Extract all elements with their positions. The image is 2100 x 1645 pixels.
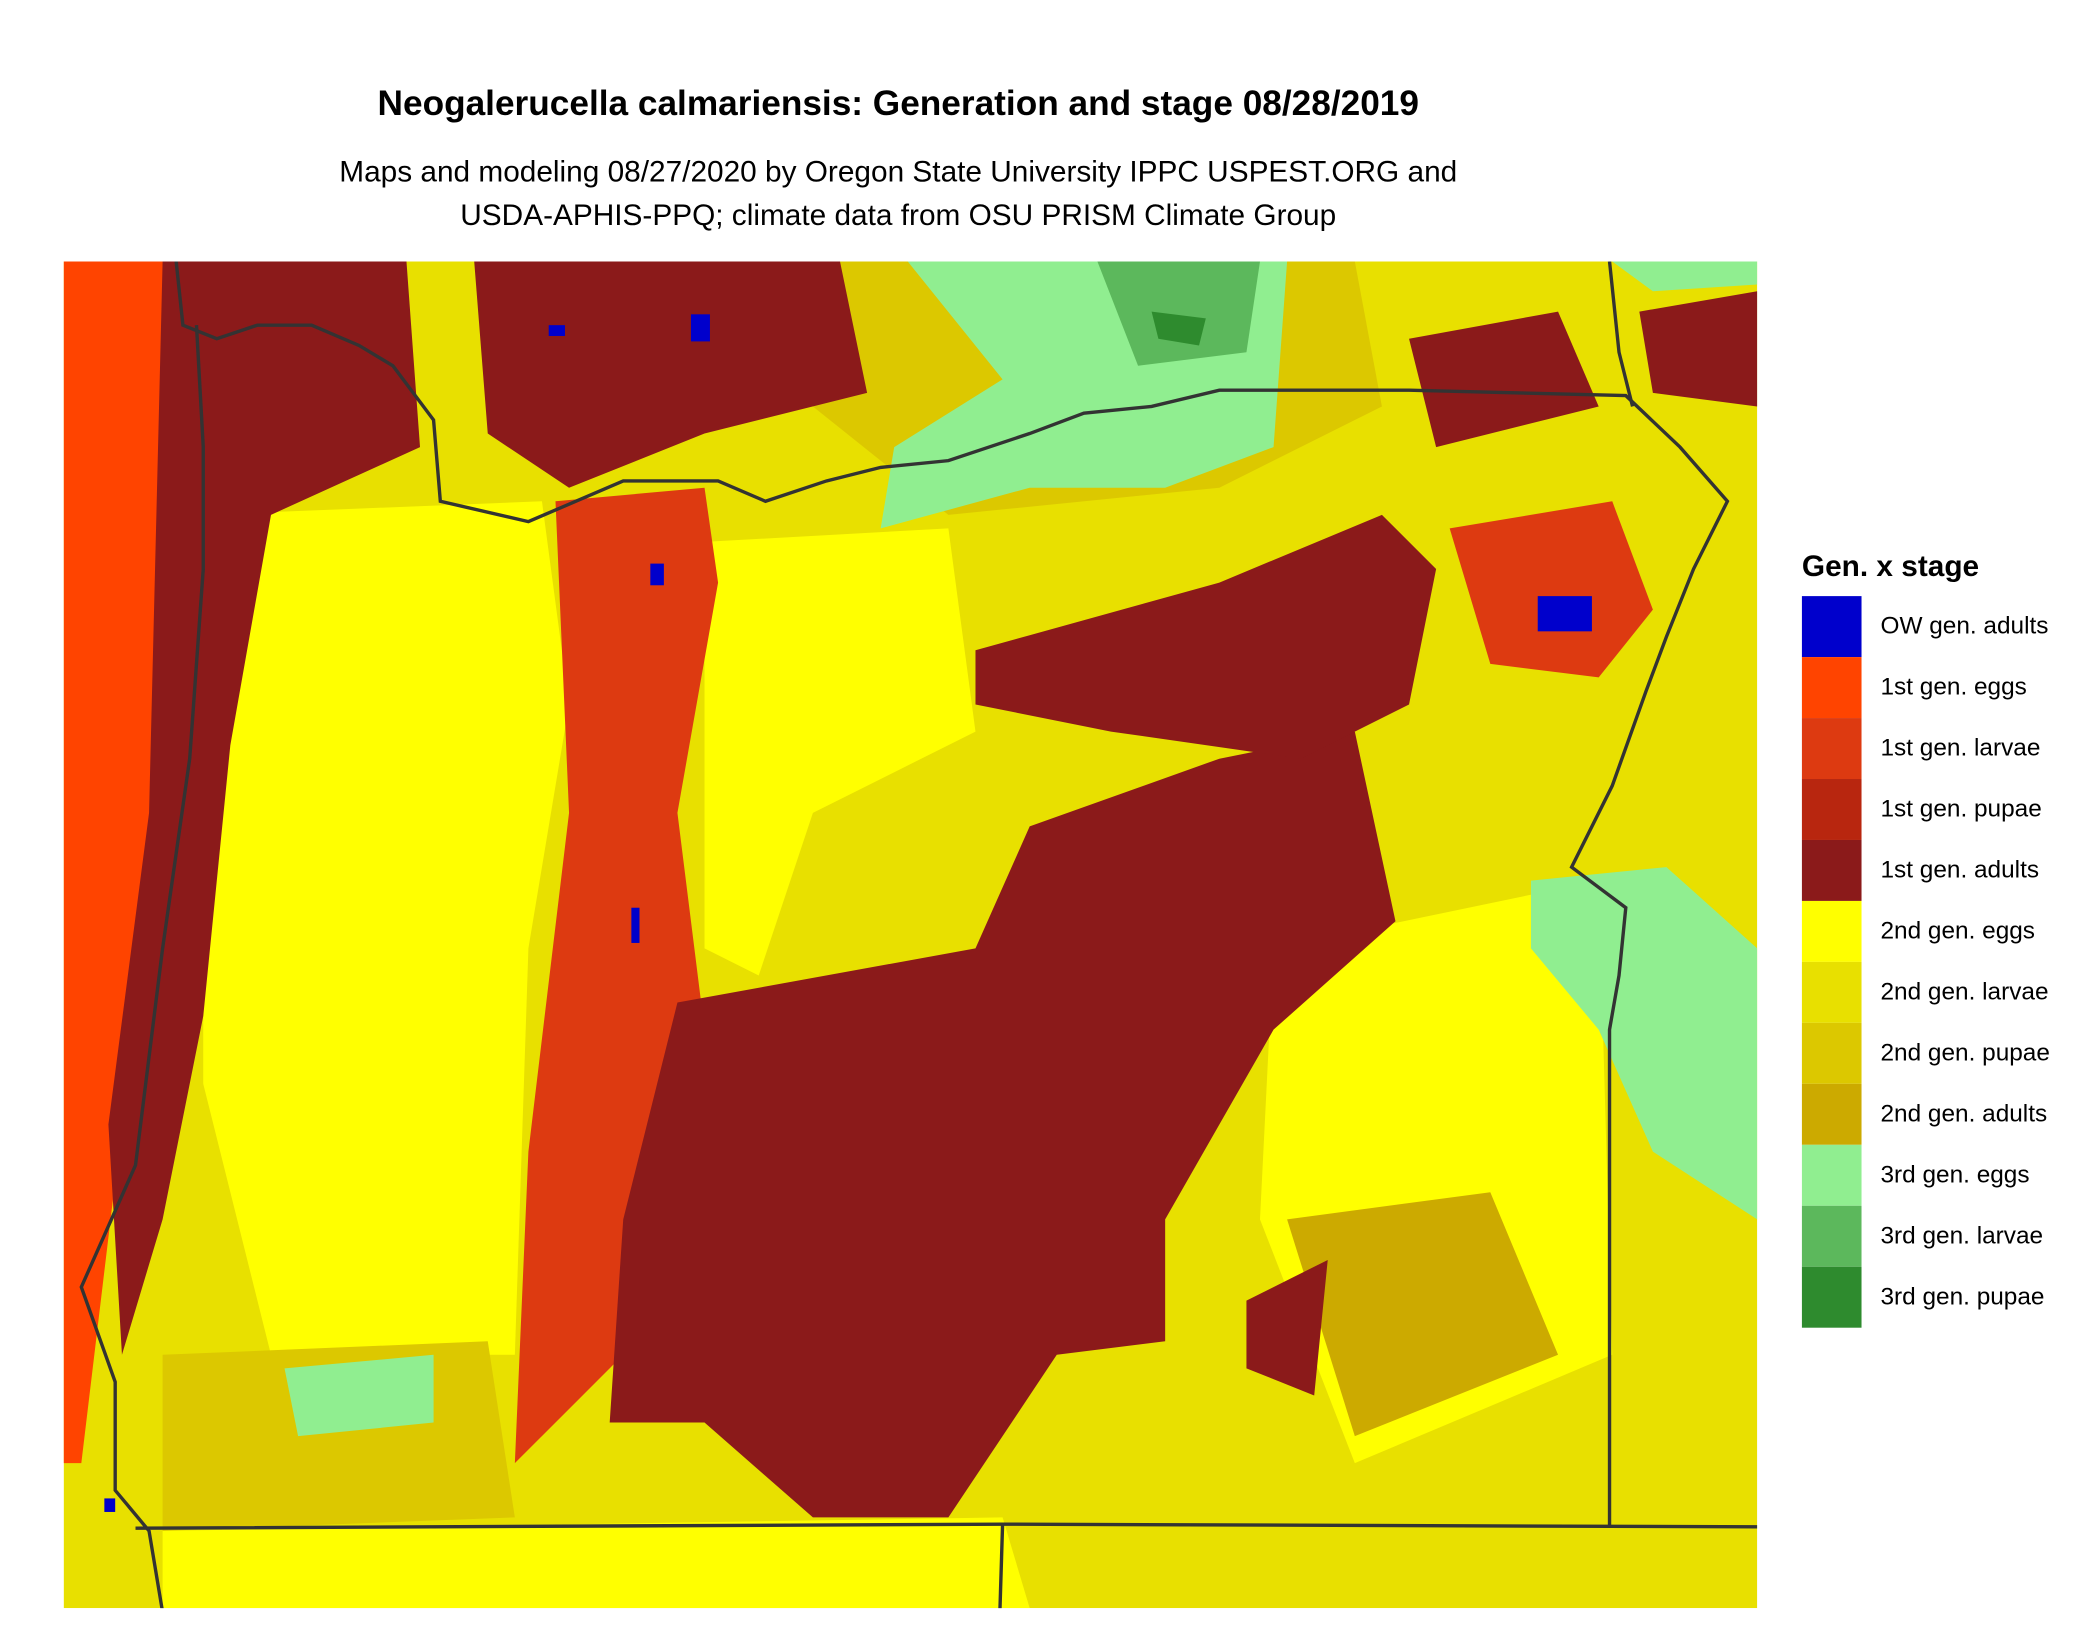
map-region xyxy=(1537,596,1592,632)
map-region xyxy=(1449,501,1653,678)
coast-line xyxy=(79,325,205,1609)
legend-swatch xyxy=(1801,1205,1862,1267)
legend-swatch xyxy=(1801,779,1862,840)
legend-label: OW gen. adults xyxy=(1880,613,2048,640)
map-region xyxy=(162,1517,1030,1609)
subtitle: Maps and modeling 08/27/2020 by Oregon S… xyxy=(339,156,1457,189)
map-region xyxy=(474,261,868,488)
state-border xyxy=(998,1524,1005,1609)
map-region xyxy=(1287,1192,1559,1437)
legend-title: Gen. x stage xyxy=(1802,550,1979,583)
legend: OW gen. adults 1st gen. eggs 1st gen. larv… xyxy=(1801,596,2050,1328)
subtitle: USDA-APHIS-PPQ; climate data from OSU PR… xyxy=(460,199,1336,232)
legend-label: 1st gen. eggs xyxy=(1880,674,2026,701)
legend-label: 1st gen. adults xyxy=(1880,857,2039,884)
map-region xyxy=(975,514,1437,759)
legend-label: 1st gen. pupae xyxy=(1880,796,2041,823)
map-region xyxy=(650,563,664,586)
map-region xyxy=(63,261,177,1464)
map-region xyxy=(1530,867,1758,1220)
state-border xyxy=(1607,261,1635,407)
title: Neogalerucella calmariensis: Generation … xyxy=(378,84,1419,123)
map-region xyxy=(514,487,719,1464)
legend-swatch xyxy=(1801,1266,1862,1328)
map-region xyxy=(108,261,421,1355)
legend-label: 2nd gen. pupae xyxy=(1880,1039,2049,1066)
map-region xyxy=(1246,1259,1328,1396)
map-region xyxy=(104,1498,116,1512)
legend-label: 2nd gen. larvae xyxy=(1880,979,2048,1006)
map-region xyxy=(1151,311,1206,346)
map-region xyxy=(631,907,640,943)
legend-swatch xyxy=(1801,1144,1862,1206)
legend-label: 3rd gen. pupae xyxy=(1880,1283,2044,1310)
map-region xyxy=(690,314,710,342)
legend-swatch xyxy=(1801,1083,1862,1145)
map-region xyxy=(609,731,1396,1518)
legend-swatch xyxy=(1801,961,1862,1023)
state-border xyxy=(174,261,1730,1527)
map-region xyxy=(1097,261,1260,366)
legend-label: 2nd gen. adults xyxy=(1880,1100,2047,1127)
legend-label: 3rd gen. eggs xyxy=(1880,1161,2029,1188)
legend-swatch xyxy=(1801,839,1862,901)
legend-label: 2nd gen. eggs xyxy=(1880,918,2035,945)
map-region xyxy=(1612,261,1758,292)
map-region xyxy=(203,501,570,1355)
map-region xyxy=(1409,311,1599,448)
legend-swatch xyxy=(1801,1022,1862,1084)
legend-swatch xyxy=(1801,900,1862,962)
legend-swatch xyxy=(1801,657,1862,719)
map-region xyxy=(548,325,565,336)
map-region xyxy=(704,528,976,976)
legend-swatch xyxy=(1801,718,1862,780)
legend-swatch xyxy=(1801,596,1862,658)
legend-label: 3rd gen. larvae xyxy=(1880,1222,2043,1249)
map-region xyxy=(284,1354,434,1437)
map xyxy=(63,261,1758,1609)
legend-label: 1st gen. larvae xyxy=(1880,735,2040,762)
map-region xyxy=(1639,291,1758,407)
